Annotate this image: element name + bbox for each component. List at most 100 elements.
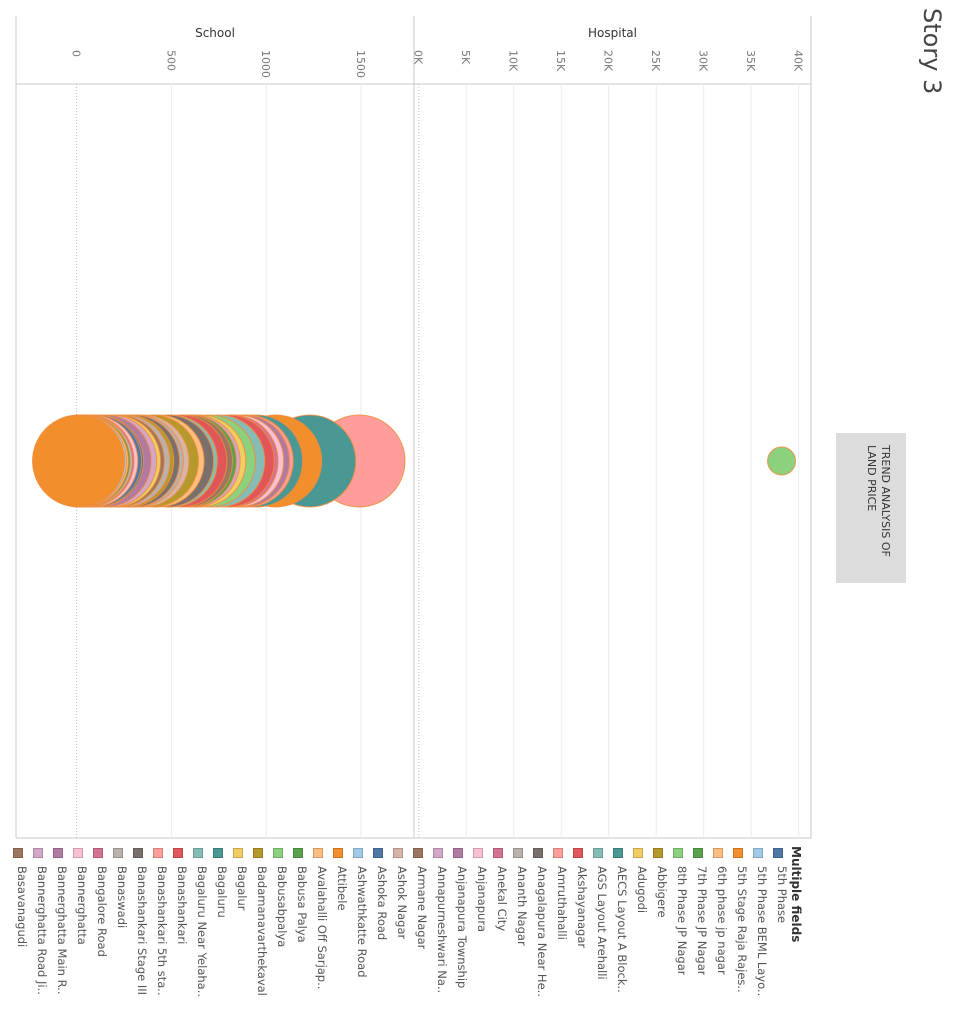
legend-item[interactable]: Armane Nagar <box>413 840 433 1015</box>
legend-item[interactable]: Banashankari <box>173 840 193 1015</box>
legend-swatch <box>473 848 483 858</box>
story-point-button[interactable]: TREND ANALYSIS OF LAND PRICE <box>836 433 906 583</box>
legend-item[interactable]: Ashok Nagar <box>393 840 413 1015</box>
tick-label: 500 <box>164 50 177 71</box>
legend-swatch <box>633 848 643 858</box>
legend-item[interactable]: 5th Phase BEML Layo.. <box>753 840 773 1015</box>
legend-item[interactable]: Bannerghatta <box>73 840 93 1015</box>
legend-item[interactable]: Anjanapura <box>473 840 493 1015</box>
legend-item[interactable]: Bagalur <box>233 840 253 1015</box>
legend-item[interactable]: 5th Stage Raja Rajes.. <box>733 840 753 1015</box>
legend-item[interactable]: Babusa Palya <box>293 840 313 1015</box>
legend-item[interactable]: Babusabpalya <box>273 840 293 1015</box>
legend-swatch <box>613 848 623 858</box>
legend-swatch <box>573 848 583 858</box>
legend-swatch <box>553 848 563 858</box>
legend-swatch <box>93 848 103 858</box>
tick-label: 40K <box>792 50 805 72</box>
legend-item[interactable]: 8th Phase JP Nagar <box>673 840 693 1015</box>
legend-label: 5th Phase BEML Layo.. <box>755 866 769 997</box>
legend-item[interactable]: Bangalore Road <box>93 840 113 1015</box>
legend-label: Anagalapura Near He.. <box>535 866 549 997</box>
legend-swatch <box>253 848 263 858</box>
legend-label: Ashoka Road <box>375 866 389 941</box>
tick-label: 30K <box>697 50 710 72</box>
legend-swatch <box>533 848 543 858</box>
legend-label: Bagaluru <box>215 866 229 918</box>
tick-label: 25K <box>649 50 662 72</box>
legend-item[interactable]: Adugodi <box>633 840 653 1015</box>
legend-swatch <box>753 848 763 858</box>
legend-item[interactable]: 5th Phase <box>773 840 793 1015</box>
legend-item[interactable]: Anagalapura Near He.. <box>533 840 553 1015</box>
school-point: 5th Stage Raja Rajes.. <box>32 414 126 508</box>
legend-item[interactable]: Attibele <box>333 840 353 1015</box>
legend-item[interactable]: AGS Layout Arehalli <box>593 840 613 1015</box>
legend-swatch <box>653 848 663 858</box>
legend-label: 6th phase jp nagar <box>715 866 729 975</box>
legend-item[interactable]: Anekal City <box>493 840 513 1015</box>
legend-label: Basavanagudi <box>15 866 29 948</box>
legend-swatch <box>733 848 743 858</box>
legend-label: Attibele <box>335 866 349 911</box>
legend-swatch <box>353 848 363 858</box>
legend-label: Ananth Nagar <box>515 866 529 946</box>
legend-item[interactable]: Bagaluru <box>213 840 233 1015</box>
legend-item[interactable]: Banashankari 5th sta.. <box>153 840 173 1015</box>
legend-label: Bagalur <box>235 866 249 911</box>
legend-label: 5th Stage Raja Rajes.. <box>735 866 749 993</box>
legend-item[interactable]: AECS Layout A Block.. <box>613 840 633 1015</box>
legend-item[interactable]: Ashoka Road <box>373 840 393 1015</box>
legend-label: Ashwathkatte Road <box>355 866 369 978</box>
legend-swatch <box>53 848 63 858</box>
legend-item[interactable]: Banashankari Stage III <box>133 840 153 1015</box>
legend-item[interactable]: Ananth Nagar <box>513 840 533 1015</box>
legend-item[interactable]: Ashwathkatte Road <box>353 840 373 1015</box>
legend-item[interactable]: Banaswadi <box>113 840 133 1015</box>
legend-swatch <box>213 848 223 858</box>
legend-label: Anjanapura Township <box>455 866 469 989</box>
legend-label: Babusa Palya <box>295 866 309 943</box>
legend-item[interactable]: Bannerghatta Main R.. <box>53 840 73 1015</box>
tick-label: 1000 <box>259 50 272 78</box>
legend-item[interactable]: Bagaluru Near Yelaha.. <box>193 840 213 1015</box>
legend-item[interactable]: Anjanapura Township <box>453 840 473 1015</box>
legend-item[interactable]: 6th phase jp nagar <box>713 840 733 1015</box>
legend-label: Bannerghatta Main R.. <box>55 866 69 995</box>
legend-item[interactable]: Amruthahalli <box>553 840 573 1015</box>
legend-label: Abbigere <box>655 866 669 918</box>
legend-swatch <box>233 848 243 858</box>
legend-swatch <box>433 848 443 858</box>
tick-label: 5K <box>459 50 472 65</box>
legend-item[interactable]: Akshayanagar <box>573 840 593 1015</box>
legend-item[interactable]: Basavanagudi <box>13 840 33 1015</box>
legend-label: Anekal City <box>495 866 509 932</box>
legend-swatch <box>713 848 723 858</box>
legend-label: Babusabpalya <box>275 866 289 948</box>
legend-label: Adugodi <box>635 866 649 914</box>
legend-item[interactable]: Annapurneshwari Na.. <box>433 840 453 1015</box>
legend-swatch <box>293 848 303 858</box>
legend-item[interactable]: Badamanavarthekaval <box>253 840 273 1015</box>
tick-label: 20K <box>602 50 615 72</box>
legend-swatch <box>593 848 603 858</box>
legend-label: 7th Phase JP Nagar <box>695 866 709 976</box>
legend-item[interactable]: Bannerghatta Road Ji.. <box>33 840 53 1015</box>
tick-label: 0 <box>70 50 83 57</box>
data-marks: AmruthahalliAECS Layout A Block..Attibel… <box>32 414 797 508</box>
legend-item[interactable]: Abbigere <box>653 840 673 1015</box>
legend-label: Banashankari 5th sta.. <box>155 866 169 996</box>
legend-swatch <box>33 848 43 858</box>
story-title: Story 3 <box>900 8 960 128</box>
legend-item[interactable]: Avalahalli Off Sarjap.. <box>313 840 333 1015</box>
legend-swatch <box>73 848 83 858</box>
legend-label: Bannerghatta <box>75 866 89 945</box>
legend-label: Banashankari <box>175 866 189 945</box>
legend-label: Avalahalli Off Sarjap.. <box>315 866 329 990</box>
legend-swatch <box>373 848 383 858</box>
legend-label: AGS Layout Arehalli <box>595 866 609 980</box>
legend-label: 8th Phase JP Nagar <box>675 866 689 976</box>
legend-item[interactable]: 7th Phase JP Nagar <box>693 840 713 1015</box>
legend-label: Ashok Nagar <box>395 866 409 940</box>
